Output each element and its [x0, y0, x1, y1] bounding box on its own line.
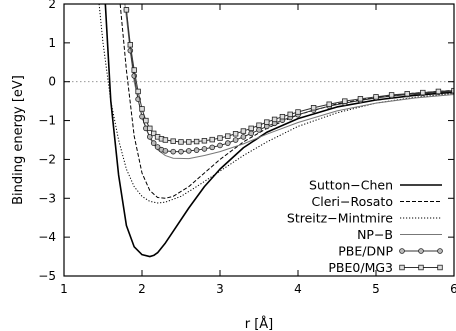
data-point	[127, 42, 133, 48]
data-point	[127, 47, 134, 54]
legend-marker	[437, 248, 443, 254]
data-point	[232, 131, 239, 137]
data-point	[143, 117, 149, 124]
data-point	[232, 137, 239, 143]
y-tick-label: 0	[48, 75, 56, 89]
data-point	[279, 113, 286, 120]
data-point	[256, 127, 262, 133]
data-point	[139, 106, 145, 112]
data-point	[193, 138, 200, 145]
data-point	[404, 91, 410, 97]
x-tick-label: 6	[450, 282, 456, 296]
series-line	[104, 4, 454, 258]
data-point	[217, 142, 223, 149]
x-axis-label: r [Å]	[245, 316, 274, 331]
data-point	[135, 88, 141, 95]
series-line	[119, 4, 454, 199]
data-point	[248, 125, 254, 132]
series-pbe0-mg3	[123, 7, 454, 145]
legend-marker	[399, 248, 405, 254]
legend-label: Sutton−Chen	[309, 178, 393, 193]
data-point	[147, 125, 153, 132]
data-point	[154, 144, 161, 150]
data-point	[150, 140, 157, 146]
axes: 1 2 3 4 5 6 2 1 0 −1 −2 −3 −4 −5	[38, 0, 456, 296]
y-tick-label: −5	[38, 269, 56, 283]
data-point	[271, 116, 278, 123]
x-tick-label: 5	[372, 282, 380, 296]
data-point	[225, 133, 231, 139]
data-point	[209, 144, 216, 151]
y-tick-label: −1	[38, 114, 56, 128]
data-point	[225, 140, 231, 146]
legend-label: PBE/DNP	[338, 244, 393, 259]
x-tick-label: 3	[216, 282, 224, 296]
data-point	[170, 138, 176, 144]
data-point	[217, 135, 223, 141]
data-point	[326, 101, 332, 107]
data-point	[240, 134, 247, 140]
legend-marker	[399, 264, 405, 271]
data-point	[451, 87, 454, 94]
data-point	[388, 92, 395, 98]
x-tick-label: 4	[294, 282, 302, 296]
y-tick-label: −4	[38, 230, 56, 244]
data-point	[420, 89, 426, 96]
y-tick-label: −2	[38, 152, 56, 166]
data-point	[186, 148, 192, 154]
data-point	[193, 147, 200, 153]
series-line	[125, 9, 454, 153]
data-point	[287, 111, 293, 118]
data-point	[310, 105, 317, 111]
legend-label: Cleri−Rosato	[312, 194, 393, 209]
data-point	[186, 139, 192, 145]
data-point	[178, 139, 184, 145]
series-sutton-chen	[104, 4, 454, 258]
series-cleri-rosato	[119, 4, 454, 199]
data-point	[131, 67, 137, 73]
series-line	[98, 4, 454, 204]
data-point	[342, 98, 348, 104]
x-tick-label: 1	[60, 282, 68, 296]
y-tick-label: 1	[48, 36, 56, 50]
plot-frame	[63, 3, 455, 277]
data-point	[248, 130, 255, 137]
y-axis-label: Binding energy [eV]	[11, 75, 26, 205]
data-point	[170, 148, 177, 155]
series-streitz-mintmire	[98, 4, 454, 204]
data-point	[357, 96, 364, 102]
data-point	[435, 88, 442, 95]
data-point	[295, 109, 301, 115]
data-point	[240, 128, 247, 134]
legend-marker	[418, 248, 424, 254]
x-tick-label: 2	[138, 282, 146, 296]
data-point	[178, 148, 184, 155]
data-point	[201, 146, 208, 152]
data-point	[264, 119, 270, 125]
data-point	[209, 136, 215, 143]
data-point	[162, 148, 169, 154]
data-point	[201, 138, 208, 144]
legend-label: PBE0/MG3	[328, 260, 393, 275]
legend-marker	[437, 264, 443, 271]
legend-label: NP−B	[357, 227, 393, 242]
data-point	[162, 137, 169, 143]
series-pbe-dnp	[123, 7, 454, 155]
legend-label: Streitz−Mintmire	[287, 211, 393, 226]
y-tick-label: 2	[48, 0, 56, 11]
legend-marker	[418, 264, 424, 271]
data-point	[256, 122, 262, 128]
y-tick-label: −3	[38, 191, 56, 205]
data-point	[373, 94, 379, 100]
data-point	[150, 130, 157, 137]
data-point	[123, 7, 130, 13]
series-layer	[98, 4, 454, 258]
